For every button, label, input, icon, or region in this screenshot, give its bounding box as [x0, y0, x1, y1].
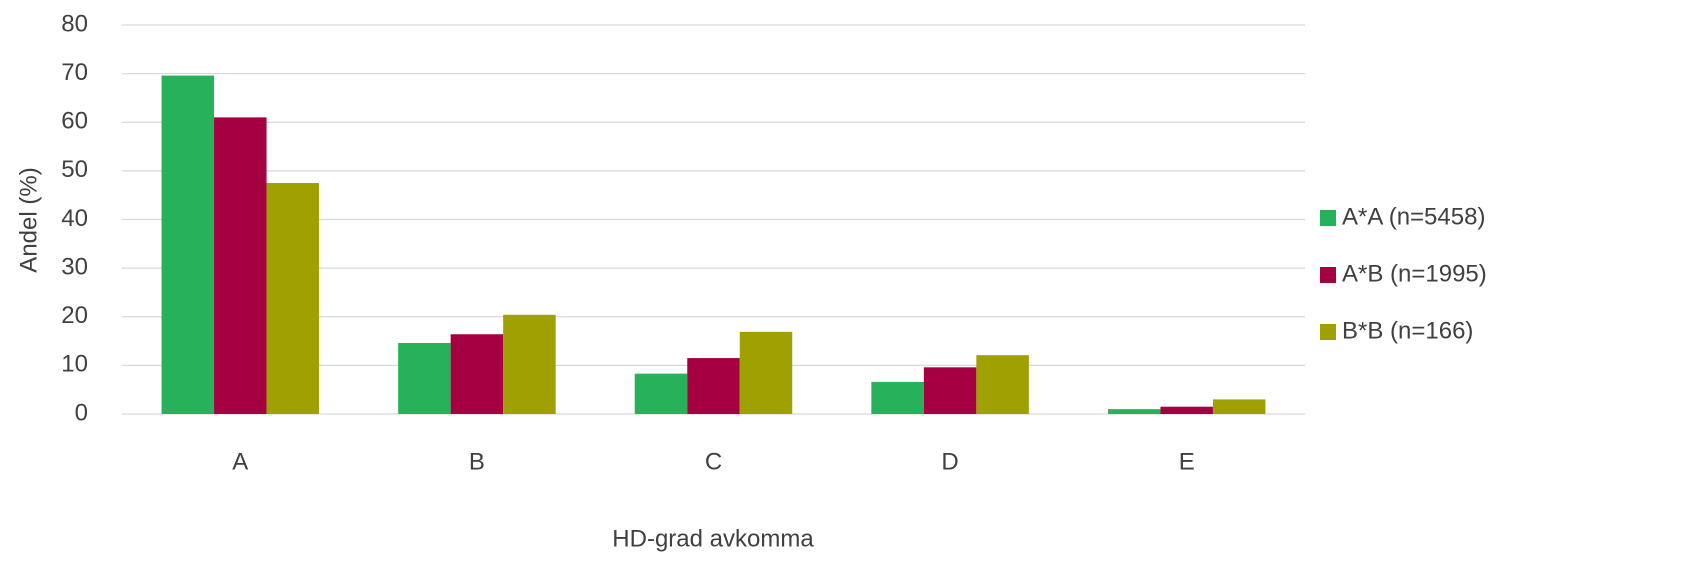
- bar: [1160, 406, 1213, 414]
- y-tick-label: 70: [61, 59, 88, 86]
- x-tick-label: B: [469, 448, 485, 475]
- bar: [1107, 409, 1161, 414]
- x-tick-label: E: [1179, 448, 1195, 475]
- x-tick-label: A: [232, 448, 248, 475]
- x-tick-label: C: [705, 448, 722, 475]
- y-tick-label: 0: [75, 399, 88, 426]
- bar: [687, 358, 740, 414]
- legend-swatch: [1320, 267, 1336, 283]
- bar: [266, 183, 320, 414]
- y-tick-label: 20: [61, 302, 88, 329]
- bar: [871, 381, 924, 414]
- y-tick-label: 30: [61, 253, 88, 280]
- y-tick-label: 60: [61, 108, 88, 135]
- bar: [976, 355, 1029, 414]
- bar: [161, 75, 215, 414]
- legend-label: A*B (n=1995): [1342, 260, 1487, 287]
- legend-swatch: [1320, 210, 1336, 226]
- y-tick-label: 10: [61, 351, 88, 378]
- y-axis-title: Andel (%): [15, 167, 42, 272]
- bar: [1212, 399, 1266, 414]
- y-tick-label: 40: [61, 205, 88, 232]
- bar: [634, 373, 688, 414]
- legend-label: A*A (n=5458): [1342, 203, 1485, 230]
- y-tick-label: 80: [61, 10, 88, 37]
- legend-swatch: [1320, 324, 1336, 340]
- bar: [739, 331, 793, 414]
- legend-label: B*B (n=166): [1342, 317, 1473, 344]
- x-tick-label: D: [941, 448, 958, 475]
- bar: [214, 117, 267, 414]
- y-tick-label: 50: [61, 156, 88, 183]
- bar: [450, 334, 504, 414]
- bar: [398, 343, 451, 414]
- bar: [503, 314, 556, 414]
- bar: [923, 367, 977, 414]
- x-axis-title: HD-grad avkomma: [612, 525, 814, 552]
